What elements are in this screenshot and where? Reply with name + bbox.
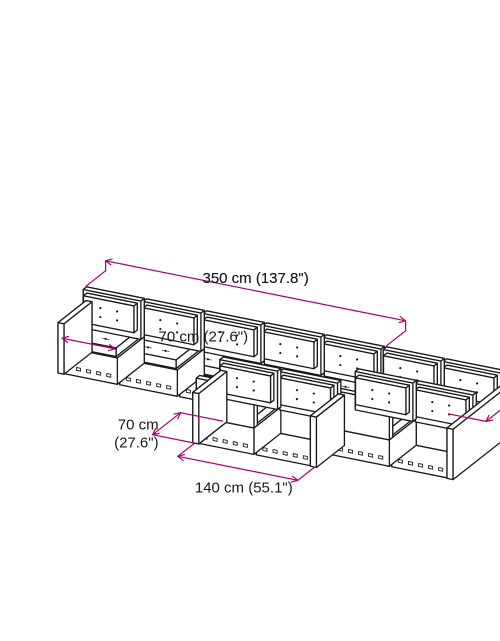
furniture-dimension-diagram xyxy=(0,0,500,641)
